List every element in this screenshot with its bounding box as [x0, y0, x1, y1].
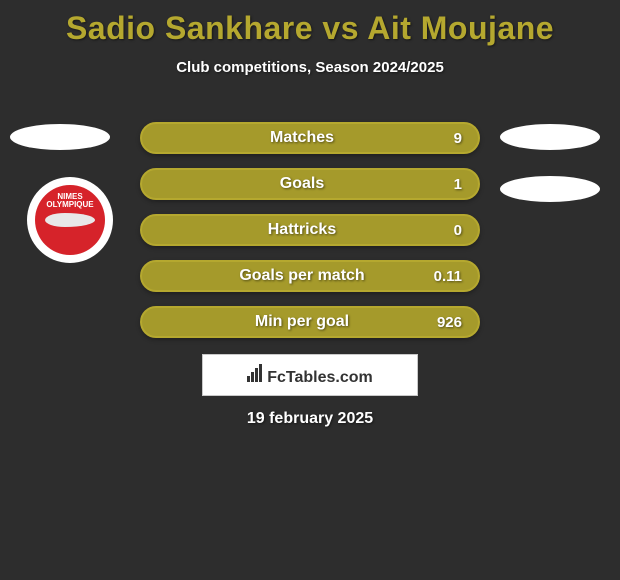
- brand-content: FcTables.com: [247, 364, 373, 387]
- stat-label: Min per goal: [142, 313, 422, 331]
- club-logo-text: NIMES OLYMPIQUE: [46, 193, 93, 209]
- stat-value: 1: [422, 176, 462, 193]
- stat-label: Goals: [142, 175, 422, 193]
- subtitle: Club competitions, Season 2024/2025: [0, 59, 620, 76]
- crocodile-icon: [45, 213, 95, 227]
- stat-value: 0.11: [422, 268, 462, 285]
- stat-row: Matches 9: [140, 122, 480, 154]
- stat-value: 0: [422, 222, 462, 239]
- stat-row: Hattricks 0: [140, 214, 480, 246]
- stat-row: Min per goal 926: [140, 306, 480, 338]
- flag-placeholder-right-2: [500, 176, 600, 202]
- stat-label: Hattricks: [142, 221, 422, 239]
- club-logo-inner: NIMES OLYMPIQUE: [35, 185, 105, 255]
- flag-placeholder-left: [10, 124, 110, 150]
- stat-value: 926: [422, 314, 462, 331]
- stat-label: Goals per match: [142, 267, 422, 285]
- brand-badge[interactable]: FcTables.com: [202, 354, 418, 396]
- brand-text: FcTables.com: [267, 369, 373, 387]
- stats-list: Matches 9 Goals 1 Hattricks 0 Goals per …: [140, 122, 480, 352]
- stat-value: 9: [422, 130, 462, 147]
- stat-label: Matches: [142, 129, 422, 147]
- page-title: Sadio Sankhare vs Ait Moujane: [0, 0, 620, 47]
- stat-row: Goals 1: [140, 168, 480, 200]
- flag-placeholder-right-1: [500, 124, 600, 150]
- date-text: 19 february 2025: [0, 410, 620, 428]
- stat-row: Goals per match 0.11: [140, 260, 480, 292]
- bars-icon: [247, 364, 263, 382]
- infographic-container: Sadio Sankhare vs Ait Moujane Club compe…: [0, 0, 620, 580]
- club-logo: NIMES OLYMPIQUE: [27, 177, 113, 263]
- club-logo-line2: OLYMPIQUE: [46, 200, 93, 209]
